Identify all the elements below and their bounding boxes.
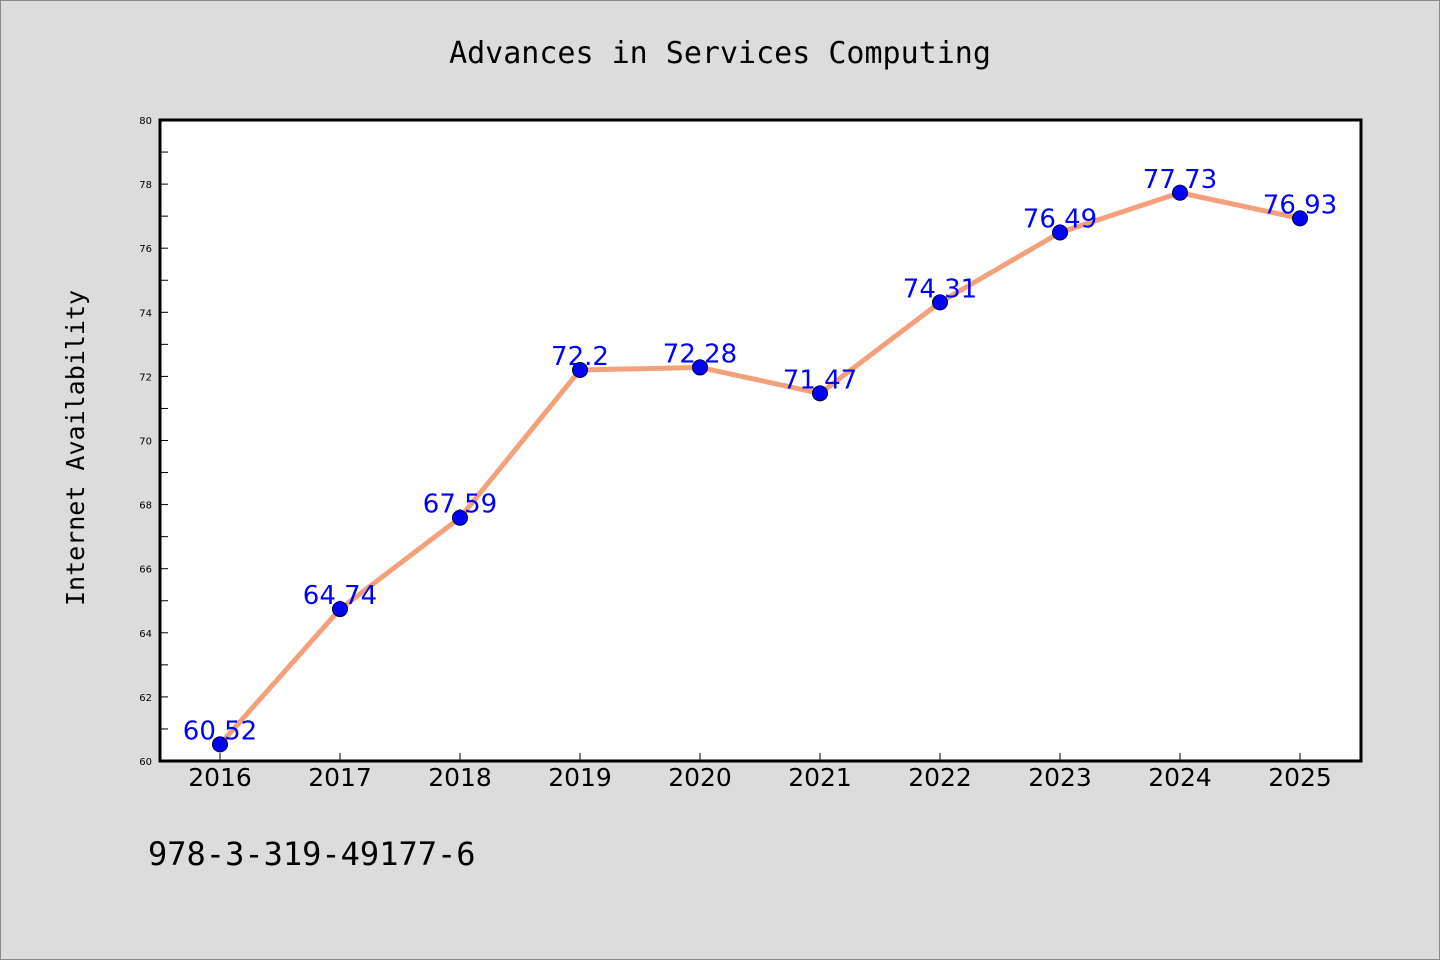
data-labels-group: 60.52 64.74 67.59 72.2 72.28 71.47 74.31 76.49 7… (183, 165, 1337, 747)
plot-border (158, 118, 1363, 763)
x-axis-ticks: 2016 2017 2018 2019 2020 2021 2022 2023 2024 2025 (188, 753, 1332, 792)
data-label: 71.47 (783, 365, 857, 395)
x-tick-label: 2019 (548, 763, 612, 792)
y-tick-label: 66 (139, 565, 152, 576)
y-tick-label: 70 (139, 437, 152, 448)
data-point-marker (1292, 210, 1308, 227)
x-tick-label: 2025 (1268, 763, 1332, 792)
data-label: 67.59 (423, 490, 497, 520)
data-point-marker (1172, 184, 1188, 201)
chart-title: Advances in Services Computing (449, 36, 991, 71)
x-tick-label: 2017 (308, 763, 372, 792)
data-point-marker (812, 385, 828, 402)
data-label: 74.31 (903, 274, 977, 304)
data-point-marker (212, 736, 228, 753)
y-axis-label: Internet Availability (61, 290, 90, 606)
data-label: 72.2 (551, 342, 609, 372)
y-tick-label: 64 (139, 629, 152, 640)
x-tick-label: 2024 (1148, 763, 1212, 792)
data-label: 76.93 (1263, 190, 1337, 220)
data-label: 77.73 (1143, 165, 1217, 195)
y-tick-label: 76 (139, 244, 152, 255)
x-tick-label: 2022 (908, 763, 972, 792)
x-tick-label: 2023 (1028, 763, 1092, 792)
x-tick-label: 2016 (188, 763, 252, 792)
y-tick-label: 68 (139, 501, 152, 512)
y-tick-label: 80 (139, 116, 152, 127)
data-point-marker (452, 509, 468, 526)
x-tick-label: 2021 (788, 763, 852, 792)
y-tick-label: 60 (139, 757, 152, 768)
series-line-group (217, 190, 1303, 747)
data-label: 64.74 (303, 581, 377, 611)
x-tick-label: 2020 (668, 763, 732, 792)
data-point-marker (572, 361, 588, 378)
y-tick-label: 74 (139, 308, 152, 319)
data-point-marker (932, 294, 948, 311)
y-tick-label: 78 (139, 180, 152, 191)
series-markers-group (212, 184, 1308, 753)
data-point-marker (332, 601, 348, 618)
data-label: 60.52 (183, 716, 257, 746)
series-line (217, 190, 1303, 747)
isbn-text: 978-3-319-49177-6 (148, 835, 476, 873)
data-label: 76.49 (1023, 204, 1097, 234)
data-point-marker (1052, 224, 1068, 241)
plot-area (160, 120, 1361, 761)
y-axis-ticks: 60 62 64 66 68 70 72 74 76 78 80 (139, 116, 168, 768)
data-label: 72.28 (663, 339, 737, 369)
x-tick-label: 2018 (428, 763, 492, 792)
y-tick-label: 72 (139, 372, 152, 383)
data-point-marker (692, 359, 708, 376)
y-tick-label: 62 (139, 693, 152, 704)
